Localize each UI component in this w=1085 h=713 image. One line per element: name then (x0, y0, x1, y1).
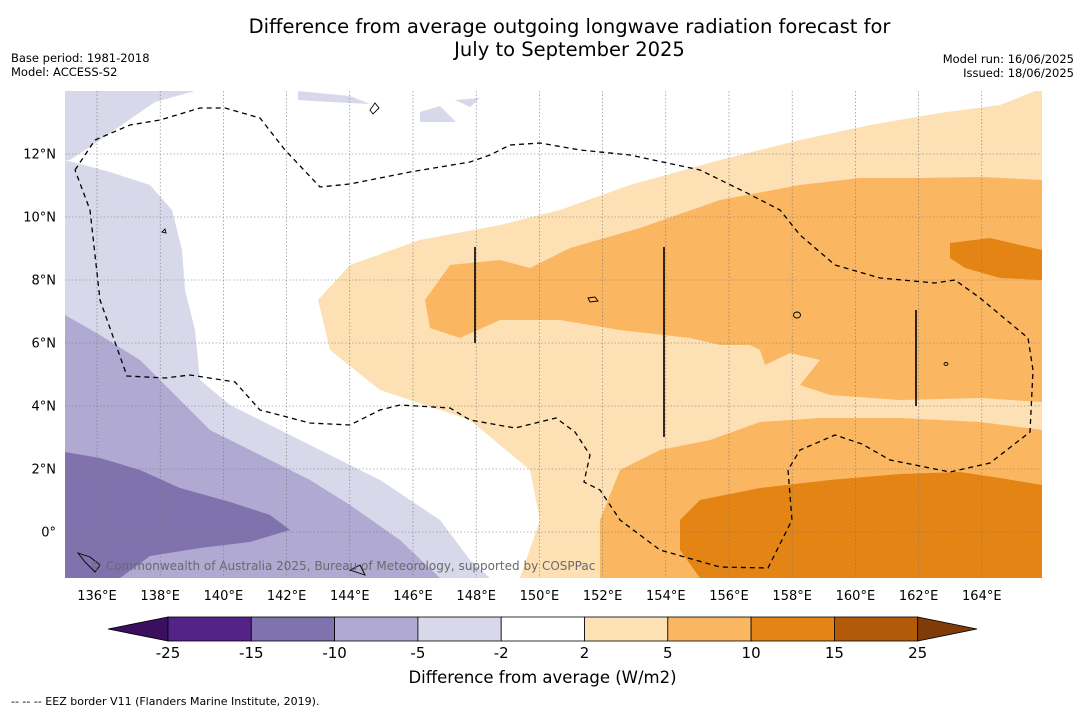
colorbar-under-arrow (107, 616, 169, 642)
eez-note: -- -- -- EEZ border V11 (Flanders Marine… (11, 695, 320, 708)
lat-tick-label: 12°N (23, 148, 56, 163)
lon-tick-label: 146°E (393, 589, 433, 604)
lat-tick-label: 6°N (32, 337, 57, 352)
colorbar-tick-label: 15 (824, 644, 844, 662)
model-name: Model: ACCESS-S2 (11, 65, 118, 79)
map-title-line1: Difference from average outgoing longwav… (248, 15, 891, 38)
lon-tick-label: 160°E (836, 589, 876, 604)
colorbar-swatch (250, 616, 336, 642)
island-5 (587, 296, 599, 303)
meta-right: Model run: 16/06/2025 Issued: 18/06/2025 (943, 52, 1074, 80)
lon-tick-label: 162°E (899, 589, 939, 604)
island-6 (76, 552, 101, 573)
copyright-text: © Commonwealth of Australia 2025, Bureau… (90, 559, 595, 573)
lat-tick-label: 8°N (32, 274, 57, 289)
lat-tick-label: 2°N (32, 463, 57, 478)
lon-tick-label: 152°E (583, 589, 623, 604)
colorbar-swatch (417, 616, 502, 642)
map-title-line2: July to September 2025 (454, 38, 685, 61)
lon-tick-label: 144°E (330, 589, 370, 604)
colorbar-swatch (584, 616, 669, 642)
lon-tick-label: 150°E (520, 589, 560, 604)
colorbar-swatch (500, 616, 585, 642)
model-run-date: Model run: 16/06/2025 (942, 52, 1074, 66)
colorbar-tick-label: -15 (239, 644, 264, 662)
lon-tick-label: 164°E (962, 589, 1002, 604)
graticule (65, 91, 1042, 578)
contour-plus10-ne (950, 238, 1042, 280)
colorbar-tick-label: 25 (908, 644, 928, 662)
colorbar-swatch (750, 616, 835, 642)
contour-plus10 (680, 472, 1042, 578)
latitude-labels: 12°N 10°N 8°N 6°N 4°N 2°N 0° (23, 148, 56, 541)
island-1 (369, 102, 380, 115)
lon-tick-label: 140°E (204, 589, 244, 604)
map-plot-area (65, 91, 1042, 578)
colorbar-tick-label: -2 (493, 644, 509, 662)
lat-tick-label: 0° (41, 526, 56, 541)
colorbar-over-arrow (917, 616, 978, 642)
lat-tick-label: 4°N (32, 400, 57, 415)
colorbar-swatch (334, 616, 419, 642)
colorbar-tick-label: -25 (155, 644, 181, 662)
colorbar-swatch (834, 616, 919, 642)
colorbar-tick-label: 2 (579, 644, 590, 662)
lat-tick-label: 10°N (23, 211, 56, 226)
lon-tick-label: 154°E (646, 589, 686, 604)
island-4 (943, 362, 949, 366)
lon-tick-label: 158°E (772, 589, 812, 604)
lon-tick-label: 142°E (267, 589, 307, 604)
base-period: Base period: 1981-2018 (11, 51, 150, 65)
colorbar-tick-label: -5 (410, 644, 426, 662)
colorbar (107, 616, 978, 642)
colorbar-swatch (167, 616, 252, 642)
meta-left: Base period: 1981-2018 Model: ACCESS-S2 (11, 51, 150, 79)
island-3 (793, 311, 801, 319)
lon-tick-label: 156°E (709, 589, 749, 604)
islands (76, 102, 949, 576)
lon-tick-label: 136°E (77, 589, 117, 604)
eez-border (74, 107, 1034, 569)
line-features (474, 247, 917, 437)
longitude-labels: 136°E 138°E 140°E 142°E 144°E 146°E 148°E 150°E… (77, 589, 1001, 604)
issued-date: Issued: 18/06/2025 (963, 66, 1074, 80)
colorbar-tick-label: 10 (741, 644, 761, 662)
island-2 (161, 228, 167, 234)
island-7 (348, 564, 366, 576)
colorbar-tick-label: -10 (322, 644, 347, 662)
lon-tick-label: 148°E (456, 589, 496, 604)
contour-minus5-small (298, 91, 480, 122)
contour-minus15 (65, 452, 290, 578)
colorbar-swatch (667, 616, 752, 642)
colorbar-title: Difference from average (W/m2) (408, 668, 677, 687)
lon-tick-label: 138°E (140, 589, 180, 604)
colorbar-tick-label: 5 (663, 644, 673, 662)
